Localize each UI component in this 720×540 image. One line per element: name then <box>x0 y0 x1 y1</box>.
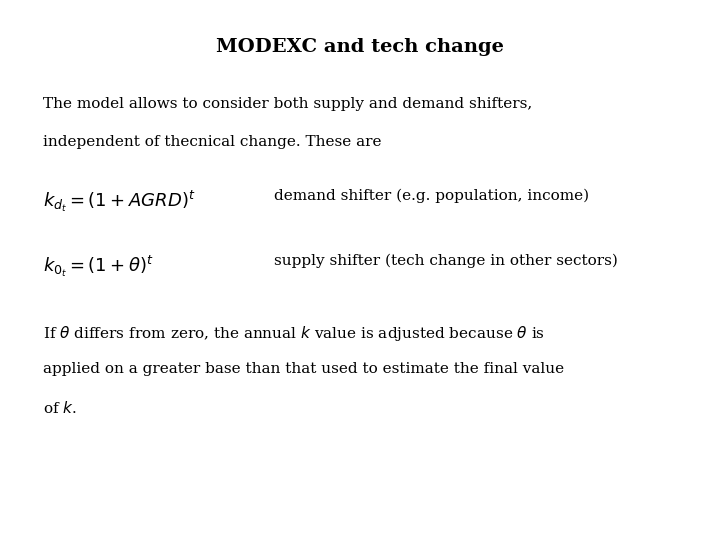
Text: applied on a greater base than that used to estimate the final value: applied on a greater base than that used… <box>43 362 564 376</box>
Text: $k_{d_t} = (1 + AGRD)^t$: $k_{d_t} = (1 + AGRD)^t$ <box>43 189 196 214</box>
Text: demand shifter (e.g. population, income): demand shifter (e.g. population, income) <box>274 189 589 204</box>
Text: $k_{0_t} = (1 + \theta)^t$: $k_{0_t} = (1 + \theta)^t$ <box>43 254 154 279</box>
Text: MODEXC and tech change: MODEXC and tech change <box>216 38 504 56</box>
Text: The model allows to consider both supply and demand shifters,: The model allows to consider both supply… <box>43 97 533 111</box>
Text: If $\theta$ differs from zero, the annual $k$ value is adjusted because $\theta$: If $\theta$ differs from zero, the annua… <box>43 324 545 343</box>
Text: of $k$.: of $k$. <box>43 400 77 416</box>
Text: independent of thecnical change. These are: independent of thecnical change. These a… <box>43 135 382 149</box>
Text: supply shifter (tech change in other sectors): supply shifter (tech change in other sec… <box>274 254 618 268</box>
